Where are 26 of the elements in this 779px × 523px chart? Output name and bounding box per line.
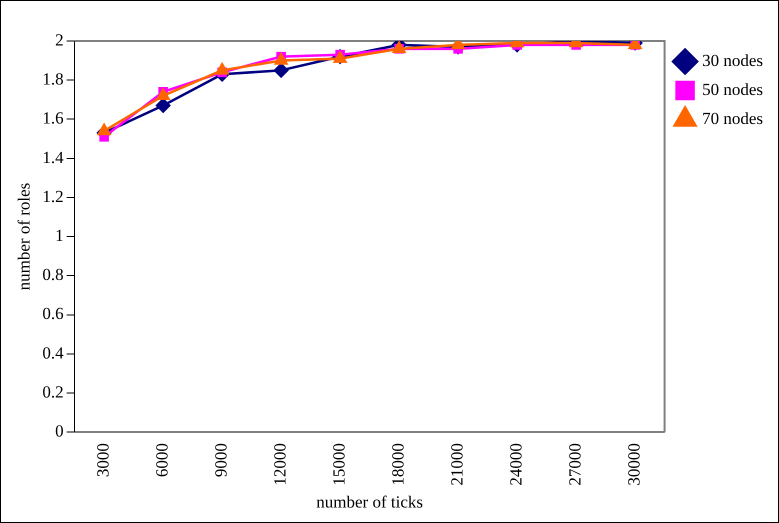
- legend-label: 70 nodes: [702, 108, 764, 128]
- y-tick-label: 1: [55, 226, 64, 246]
- x-tick-label: 30000: [624, 443, 644, 486]
- x-tick-label: 24000: [506, 443, 526, 486]
- x-tick-label: 21000: [448, 443, 467, 486]
- legend-label: 30 nodes: [702, 50, 764, 70]
- y-tick-label: 2: [55, 30, 64, 50]
- y-tick-label: 0.8: [42, 265, 64, 284]
- x-axis-title: number of ticks: [316, 492, 423, 512]
- y-tick-label: 1.8: [42, 70, 64, 89]
- y-tick-label: 1.2: [42, 186, 64, 206]
- y-tick-label: 0.4: [42, 343, 64, 362]
- x-tick-label: 9000: [212, 443, 231, 478]
- y-tick-label: 0.2: [42, 382, 64, 402]
- legend-label: 50 nodes: [702, 80, 764, 99]
- y-tick-label: 0: [55, 422, 64, 441]
- x-tick-label: 6000: [152, 443, 172, 478]
- x-tick-label: 3000: [94, 443, 113, 478]
- y-axis-title: number of roles: [14, 182, 34, 290]
- y-tick-label: 1.6: [42, 108, 64, 128]
- y-tick-label: 1.4: [42, 148, 64, 167]
- x-tick-label: 18000: [388, 443, 408, 486]
- y-tick-label: 0.6: [42, 304, 64, 324]
- x-tick-label: 15000: [330, 443, 349, 486]
- x-tick-label: 12000: [270, 443, 290, 486]
- x-tick-label: 27000: [566, 443, 585, 486]
